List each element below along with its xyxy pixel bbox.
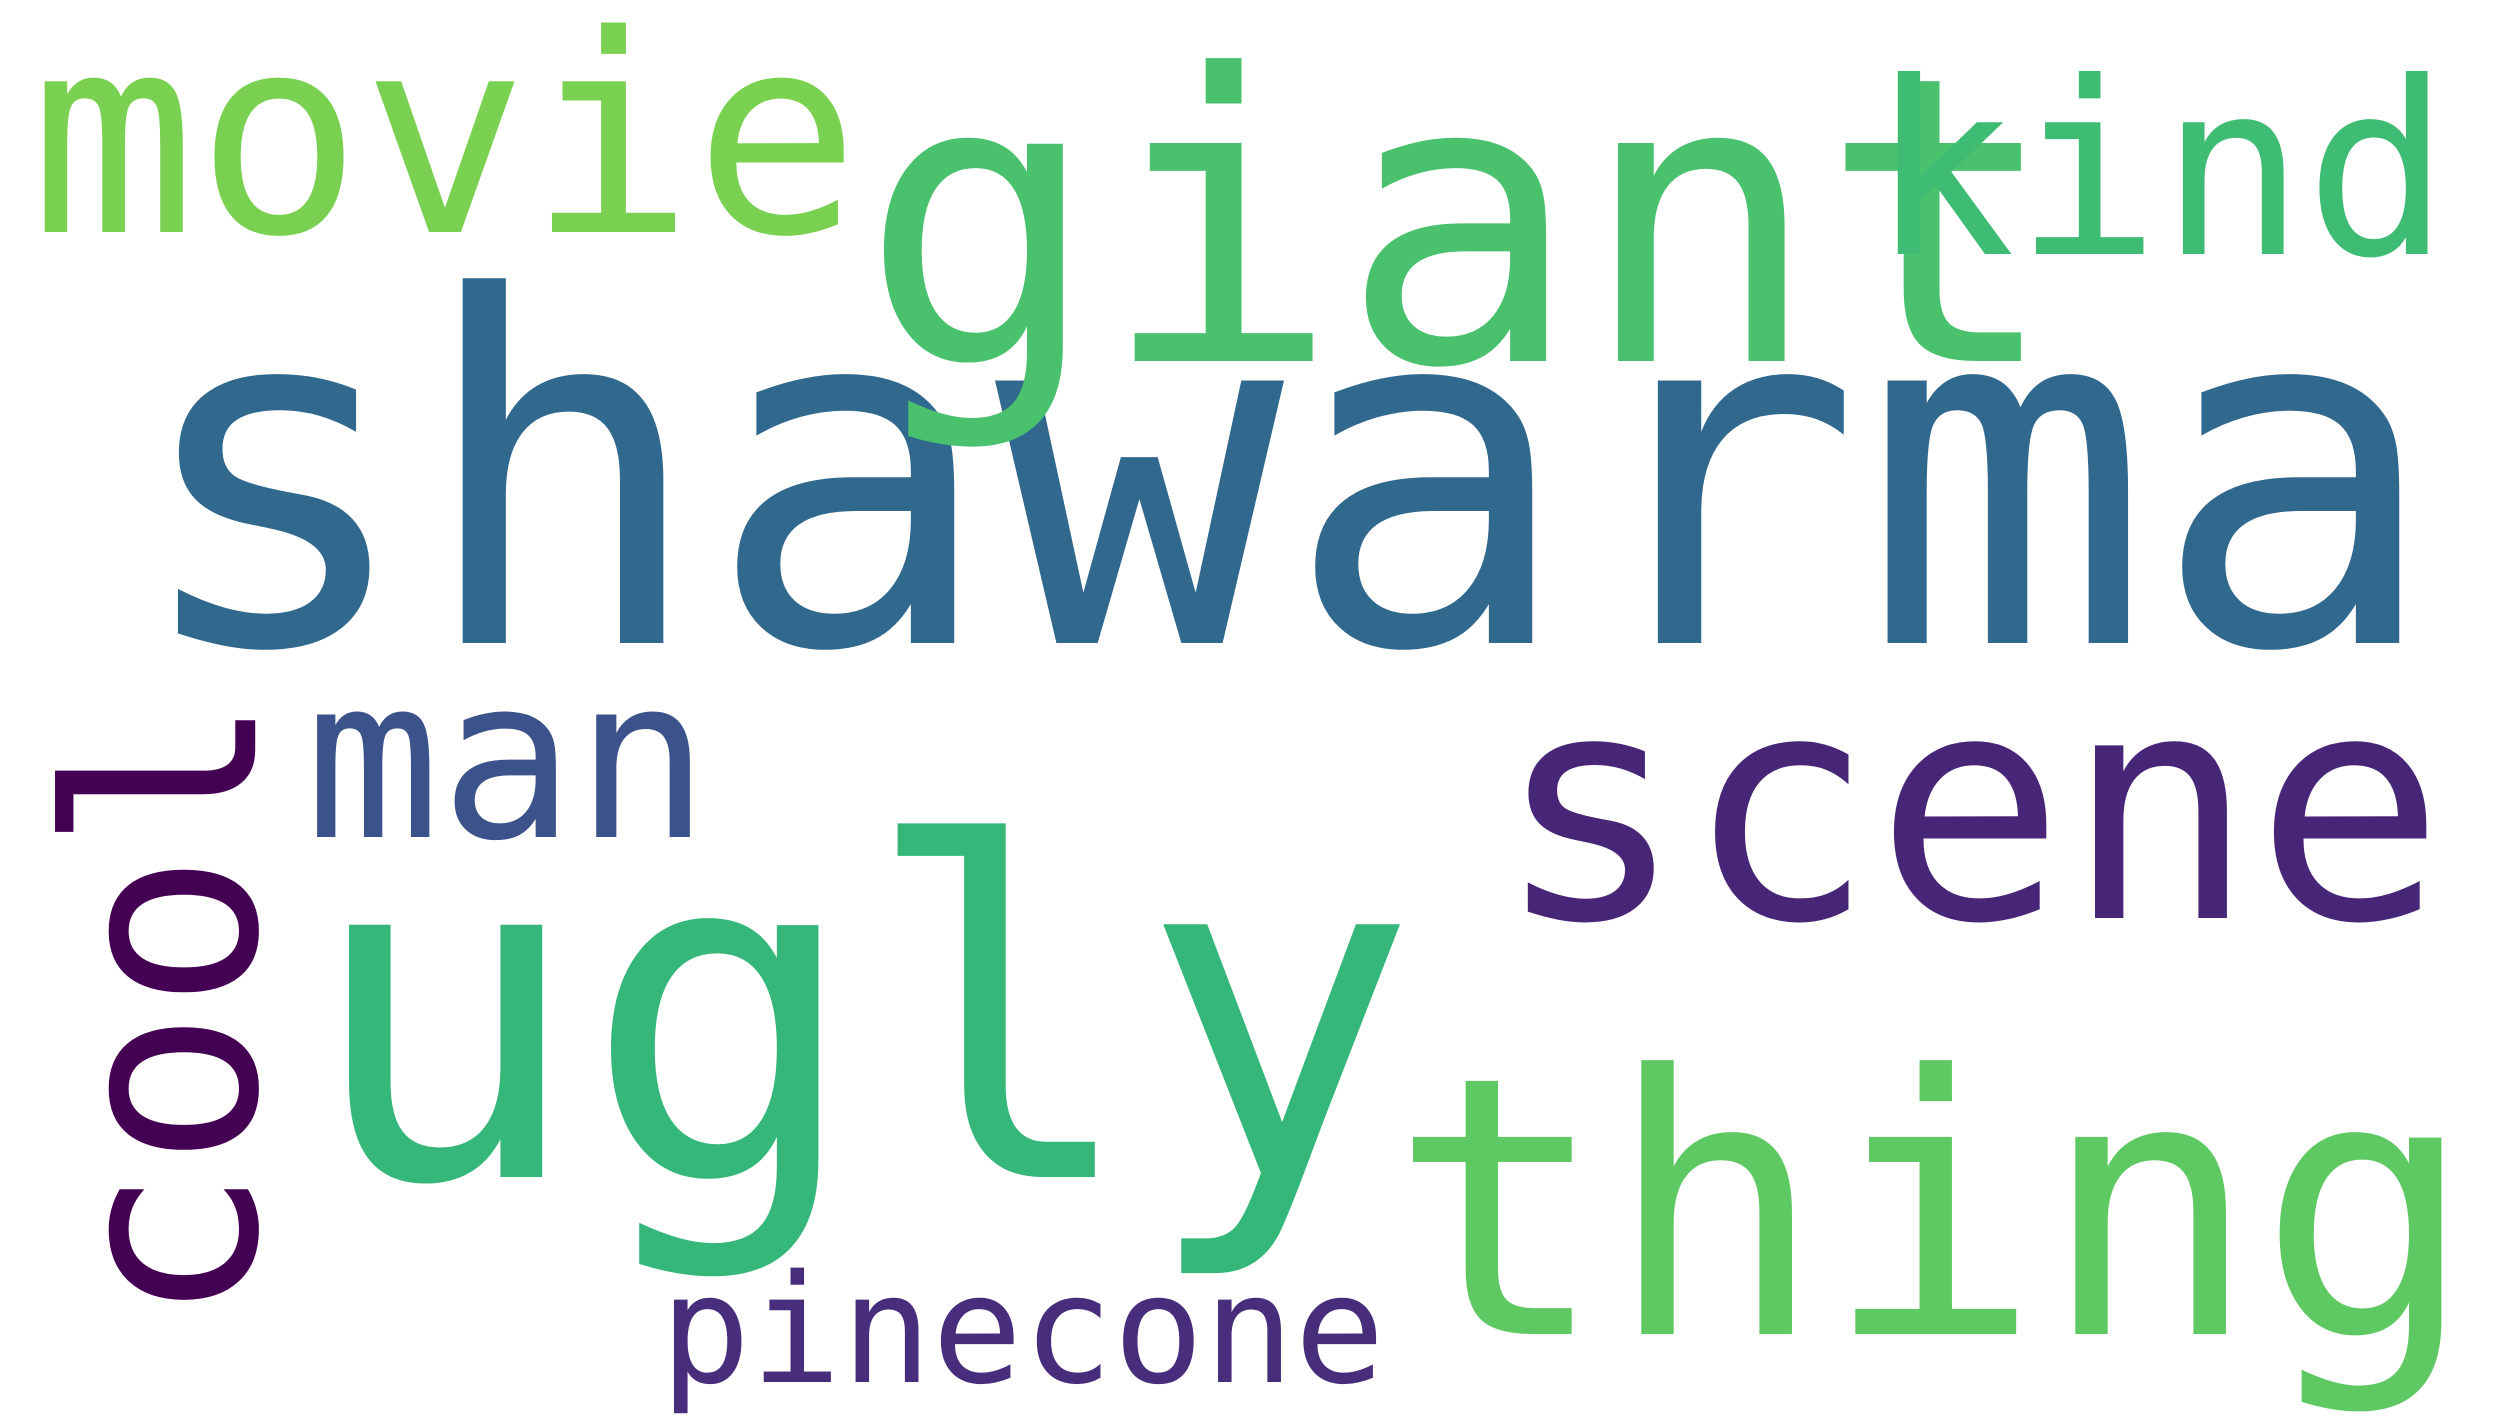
word-pinecone: pinecone <box>660 1241 1385 1418</box>
word-shawarma: shawarma <box>128 197 2441 757</box>
word-movie: movie <box>30 0 860 298</box>
word-man: man <box>305 629 710 890</box>
word-thing: thing <box>1390 999 2475 1420</box>
word-cool: cool <box>12 694 318 1325</box>
word-giant: giant <box>860 0 2060 456</box>
word-ugly: ugly <box>305 748 1418 1287</box>
word-scene: scene <box>1495 626 2445 994</box>
word-kind: kind <box>1870 29 2450 311</box>
